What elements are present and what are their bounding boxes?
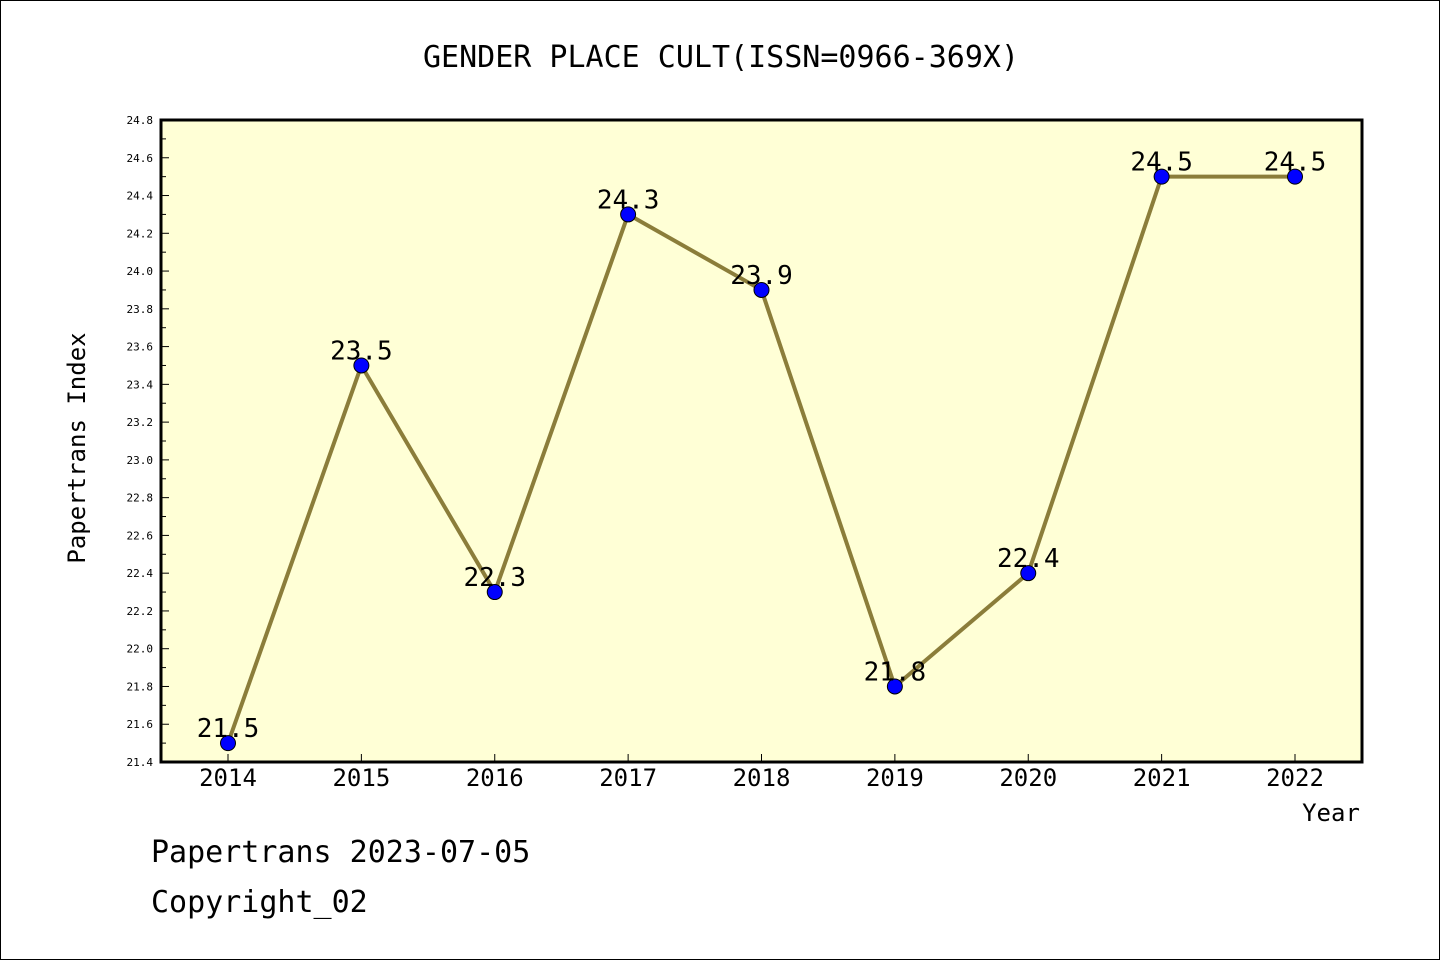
data-point — [1153, 168, 1170, 185]
y-tick-label: 24.6 — [127, 152, 154, 165]
data-point — [753, 281, 770, 298]
data-label: 24.5 — [1264, 148, 1327, 178]
y-tick-label: 21.4 — [127, 756, 154, 769]
data-point — [1020, 565, 1037, 582]
y-tick-label: 22.8 — [127, 492, 154, 505]
y-tick-label: 24.8 — [127, 114, 154, 127]
y-tick-label: 22.2 — [127, 605, 154, 618]
data-point — [1287, 168, 1303, 185]
data-label: 22.4 — [997, 544, 1060, 574]
x-tick-label: 2014 — [199, 764, 257, 792]
x-tick-label: 2016 — [466, 764, 524, 792]
data-label: 22.3 — [463, 563, 526, 593]
y-tick-label: 23.0 — [127, 454, 154, 467]
y-tick-label: 23.2 — [127, 416, 154, 429]
y-tick-label: 24.4 — [127, 190, 154, 203]
data-label: 24.3 — [597, 185, 660, 215]
data-label: 24.5 — [1130, 148, 1193, 178]
data-point — [220, 735, 236, 752]
data-label: 23.9 — [730, 261, 793, 291]
y-tick-label: 24.0 — [127, 265, 154, 278]
x-tick-label: 2022 — [1266, 764, 1324, 792]
y-tick-label: 21.8 — [127, 680, 154, 693]
y-tick-label: 23.8 — [127, 303, 154, 316]
x-tick-label: 2015 — [332, 764, 390, 792]
data-label: 21.5 — [197, 714, 260, 744]
data-point — [486, 584, 503, 601]
x-tick-label: 2018 — [733, 764, 791, 792]
y-axis-label: Papertrans Index — [63, 332, 91, 563]
footer-copyright: Copyright_02 — [151, 885, 368, 920]
chart-title: GENDER PLACE CULT(ISSN=0966-369X) — [423, 40, 1019, 75]
y-tick-label: 24.2 — [127, 227, 154, 240]
plot-border — [159, 118, 1364, 764]
y-tick-label: 21.6 — [127, 718, 154, 731]
y-tick-label: 22.6 — [127, 529, 154, 542]
footer-date: Papertrans 2023-07-05 — [151, 835, 531, 870]
x-tick-label: 2020 — [999, 764, 1057, 792]
y-tick-label: 22.4 — [127, 567, 154, 580]
x-tick-label: 2017 — [599, 764, 657, 792]
y-tick-label: 23.6 — [127, 341, 154, 354]
data-point — [353, 357, 370, 374]
x-tick-label: 2021 — [1133, 764, 1191, 792]
x-axis-label: Year — [1302, 799, 1360, 827]
plot-area — [161, 120, 1362, 762]
data-label: 23.5 — [330, 336, 393, 366]
y-tick-label: 22.0 — [127, 643, 154, 656]
data-point — [620, 206, 637, 223]
y-tick-label: 23.4 — [127, 378, 154, 391]
data-point — [886, 678, 903, 695]
x-tick-label: 2019 — [866, 764, 924, 792]
data-label: 21.8 — [864, 657, 927, 687]
